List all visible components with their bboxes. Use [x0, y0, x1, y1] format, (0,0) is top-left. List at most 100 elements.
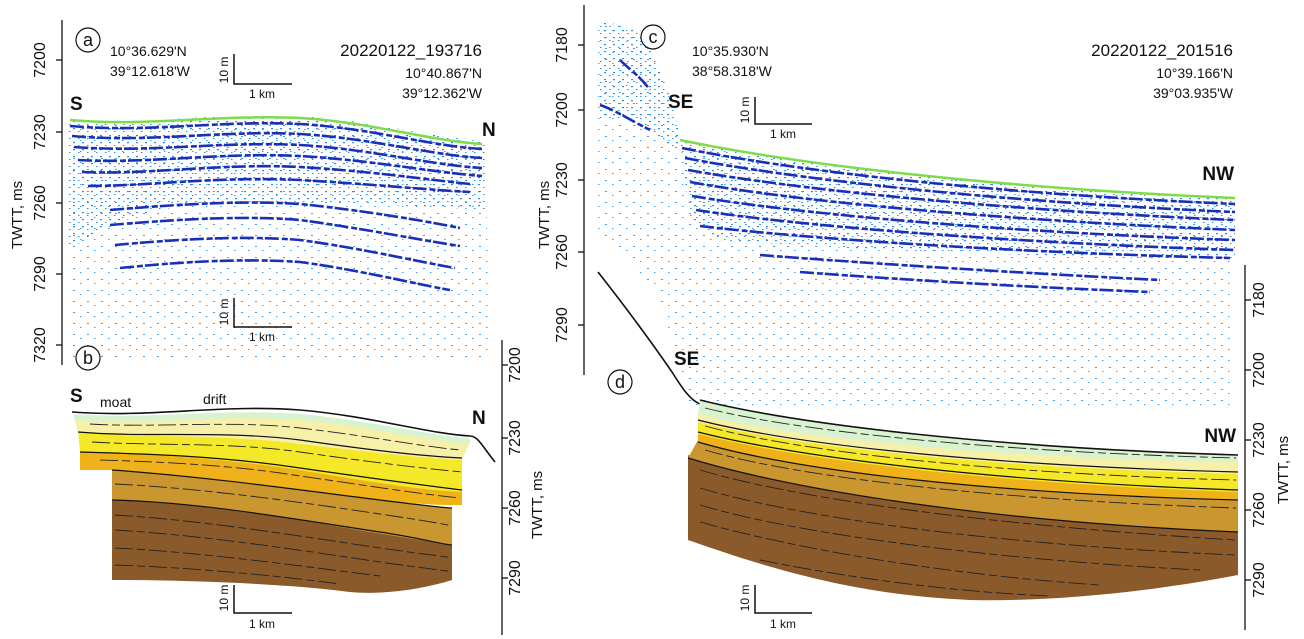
panel-c-slope-outline: [597, 271, 701, 405]
panel-a-end-lon: 39°12.362'W: [402, 85, 483, 101]
panel-c-seismic: [597, 20, 1236, 405]
panel-a-ytick: 7200: [32, 42, 49, 78]
panel-a-dir-left: S: [70, 94, 83, 115]
scale-bar-horizontal-label: 1 km: [249, 617, 275, 631]
panel-c-start-lat: 10°35.930'N: [692, 43, 769, 59]
panel-a-yaxis: 7200 7230 7260 7290 7320 TWTT, ms: [9, 20, 63, 365]
panel-a-profile-id: 20220122_193716: [340, 41, 482, 60]
scale-bar-horizontal-label: 1 km: [249, 330, 275, 344]
panel-a-labels: a 10°36.629'N 39°12.618'W 20220122_19371…: [70, 27, 496, 141]
panel-a-seafloor-reflector: [69, 115, 483, 146]
panel-b-letter-circle: [75, 345, 101, 371]
panel-c-dir-left: SE: [668, 92, 693, 113]
panel-d-ytick: 7290: [1251, 562, 1268, 598]
scale-bar-d: 10 m 1 km: [738, 585, 812, 631]
panel-d-unit-pale-yellow: [698, 412, 1238, 474]
panel-d-ytick: 7180: [1251, 282, 1268, 318]
panel-a-ytick: 7260: [32, 185, 49, 221]
panel-a-ytick: 7290: [32, 256, 49, 292]
panel-b-dir-right: N: [472, 408, 486, 429]
scale-bar-vertical-label: 10 m: [217, 585, 231, 612]
panel-d-ytick: 7260: [1251, 492, 1268, 528]
panel-a-end-lat: 10°40.867'N: [405, 65, 482, 81]
panel-c-labels: c 10°35.930'N 38°58.318'W 20220122_20151…: [640, 24, 1234, 185]
panel-a-letter: a: [83, 30, 94, 50]
panel-d-yaxis: 7180 7200 7230 7260 7290 TWTT, ms: [1244, 265, 1292, 630]
panel-a-letter-circle: [75, 27, 101, 53]
scale-bar-c: 10 m 1 km: [738, 97, 812, 141]
panel-c-ytick: 7180: [554, 27, 571, 63]
panel-c-yaxis: 7180 7200 7230 7260 7290 TWTT, ms: [536, 5, 585, 375]
panel-d-interpretation: [687, 399, 1239, 601]
panel-b-yaxis: 7200 7230 7260 7290 TWTT, ms: [501, 340, 546, 635]
scale-bar-vertical-label: 10 m: [217, 299, 231, 326]
panel-d-unit-tan: [688, 440, 1238, 532]
panel-d-horizons: [687, 419, 1239, 533]
panel-a-seismic: [68, 115, 490, 361]
panel-b-ytick: 7200: [507, 347, 524, 383]
panel-b-ytick: 7260: [507, 490, 524, 526]
panel-d-unit-orange: [698, 432, 1238, 500]
panel-b-moat-label: moat: [100, 394, 131, 410]
panel-b-dir-left: S: [70, 386, 83, 407]
panel-b-letter: b: [83, 348, 93, 368]
panel-c-end-lon: 39°03.935'W: [1153, 85, 1234, 101]
panel-b-yaxis-title: TWTT, ms: [529, 471, 546, 539]
scale-bar-horizontal-label: 1 km: [770, 127, 796, 141]
panel-b-unit-tan: [112, 470, 452, 545]
scale-bar-a-bottom: 10 m 1 km: [217, 298, 292, 344]
panel-d-internal-reflectors: [699, 407, 1237, 597]
panel-c-ytick: 7290: [554, 307, 571, 343]
panel-b-labels: b S moat drift N: [70, 345, 486, 429]
panel-d-labels: d SE NW: [607, 349, 1236, 447]
panel-d-dir-left: SE: [674, 349, 699, 370]
scale-bar-b: 10 m 1 km: [217, 585, 292, 631]
panel-b-ytick: 7290: [507, 560, 524, 596]
panel-b-seafloor: [71, 407, 496, 463]
panel-a-reflector-zone: [68, 115, 485, 251]
panel-a-dir-right: N: [482, 120, 496, 141]
panel-c-ytick: 7230: [554, 162, 571, 198]
panel-d-unit-yellow: [698, 420, 1238, 492]
panel-b-unit-orange: [80, 450, 462, 506]
panel-b-drift-label: drift: [203, 391, 226, 407]
panel-d-letter: d: [615, 372, 625, 392]
panel-d-seafloor: [699, 399, 1239, 456]
panel-c-end-lat: 10°39.166'N: [1156, 65, 1233, 81]
panel-b-internal-reflectors: [89, 423, 463, 585]
panel-c-dir-right: NW: [1202, 164, 1234, 185]
panel-a-start-lon: 39°12.618'W: [110, 63, 191, 79]
panel-c-letter-circle: [640, 24, 666, 50]
panel-d-dir-right: NW: [1204, 426, 1236, 447]
panel-b-unit-pale-green: [74, 412, 470, 444]
panel-a-yaxis-title: TWTT, ms: [9, 181, 26, 249]
panel-c-steep-slope-noise: [598, 20, 682, 150]
panel-c-start-lon: 38°58.318'W: [692, 63, 773, 79]
panel-d-yaxis-title: TWTT, ms: [1275, 436, 1292, 504]
panel-c-ytick: 7260: [554, 234, 571, 270]
scale-bar-vertical-label: 10 m: [738, 97, 752, 124]
panel-c-yaxis-title: TWTT, ms: [536, 181, 553, 249]
panel-b-horizons: [77, 431, 463, 546]
panel-a-reflectors: [69, 121, 483, 292]
scale-bar-horizontal-label: 1 km: [249, 87, 275, 101]
panel-a-ytick: 7320: [32, 327, 49, 363]
panel-c-letter: c: [649, 27, 658, 47]
panel-a-start-lat: 10°36.629'N: [110, 43, 187, 59]
panel-c-reflectors: [599, 59, 1236, 294]
panel-a-ytick: 7230: [32, 114, 49, 150]
panel-c-ytick: 7200: [554, 92, 571, 128]
panel-d-letter-circle: [607, 369, 633, 395]
panel-d-ytick: 7200: [1251, 352, 1268, 388]
scale-bar-a-top: 10 m 1 km: [217, 54, 292, 101]
panel-c-profile-id: 20220122_201516: [1091, 41, 1233, 60]
scale-bar-vertical-label: 10 m: [738, 585, 752, 612]
panel-d-unit-pale-green: [698, 400, 1238, 462]
panel-b-interpretation: [71, 407, 496, 593]
panel-b-unit-yellow: [78, 430, 462, 492]
panel-d-unit-brown: [688, 455, 1238, 601]
panel-d-ytick: 7230: [1251, 422, 1268, 458]
scale-bar-horizontal-label: 1 km: [770, 617, 796, 631]
scale-bar-vertical-label: 10 m: [217, 57, 231, 84]
